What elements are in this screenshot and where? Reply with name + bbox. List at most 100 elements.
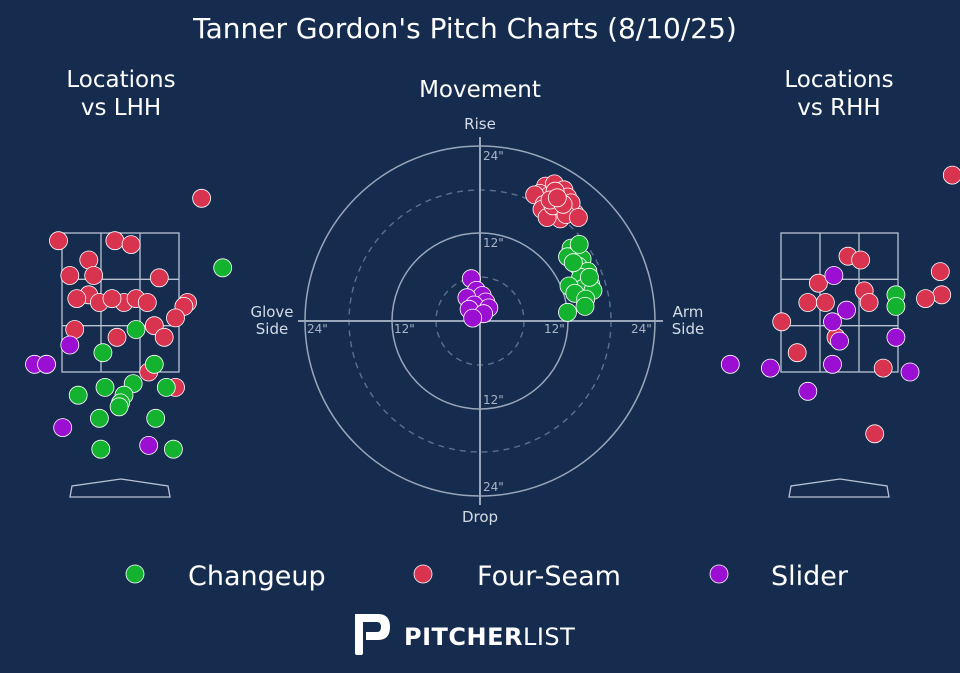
lhh-four-seam-point-18 [166, 308, 185, 328]
lhh-slider-point-3 [37, 354, 56, 374]
rhh-four-seam-point-11 [859, 293, 879, 312]
rhh-four-seam-point-7 [932, 285, 952, 305]
rhh-title-line-1: Locations [784, 67, 893, 93]
rhh-slider-point-8 [823, 354, 842, 374]
rhh-slider-point-3 [823, 312, 842, 332]
rhh-four-seam-point-15 [873, 358, 893, 378]
lhh-four-seam-point-10 [67, 289, 87, 309]
movement-pitch-points [457, 174, 603, 328]
ring-label-top-inner: 12" [483, 236, 504, 250]
rhh-slider-point-6 [720, 354, 740, 374]
lhh-changeup-point-7 [95, 377, 115, 397]
lhh-changeup-point-3 [93, 343, 113, 363]
movement-changeup-point-15 [575, 296, 595, 316]
drop-label: Drop [462, 508, 498, 526]
ring-label-right-outer: 24" [631, 322, 652, 336]
rhh-slider-point-5 [830, 331, 849, 351]
rhh-four-seam-point-4 [930, 262, 950, 282]
rhh-four-seam-point-16 [865, 424, 885, 444]
legend-label-changeup: Changeup [188, 561, 326, 592]
lhh-four-seam-point-22 [107, 327, 127, 347]
lhh-changeup-point-6 [156, 377, 176, 397]
movement-panel: Movement Rise Drop Glove Side Arm Side 2… [250, 77, 704, 526]
movement-title: Movement [419, 77, 541, 103]
legend: Changeup Four-Seam Slider [125, 561, 849, 592]
lhh-four-seam-point-7 [84, 266, 104, 285]
legend-label-four-seam: Four-Seam [477, 561, 621, 592]
lhh-changeup-point-1 [213, 258, 233, 278]
glove-side-label-2: Side [256, 320, 288, 338]
lhh-changeup-point-13 [146, 408, 166, 428]
lhh-four-seam-point-2 [49, 231, 68, 251]
rhh-slider-point-1 [824, 266, 844, 285]
rhh-changeup-point-2 [886, 296, 906, 316]
rise-label: Rise [464, 115, 496, 133]
lhh-four-seam-point-1 [192, 188, 212, 208]
rhh-slider-point-7 [761, 358, 780, 378]
brand-light: LIST [523, 623, 575, 651]
legend-label-slider: Slider [771, 561, 849, 592]
lhh-changeup-point-14 [91, 439, 111, 459]
legend-marker-changeup [125, 564, 145, 584]
movement-changeup-point-14 [569, 234, 589, 254]
lhh-home-plate [69, 478, 171, 498]
lhh-changeup-point-8 [68, 385, 88, 405]
rhh-four-seam-point-1 [942, 165, 960, 185]
rhh-home-plate [788, 478, 890, 498]
rhh-four-seam-point-3 [851, 250, 870, 270]
rhh-slider-point-10 [798, 381, 818, 401]
lhh-four-seam-point-6 [60, 266, 80, 285]
ring-label-right-inner: 12" [544, 322, 565, 336]
movement-slider-point-10 [463, 308, 483, 328]
lhh-title-line-2: vs LHH [81, 95, 161, 121]
movement-changeup-point-17 [580, 267, 599, 287]
arm-side-label-2: Side [672, 320, 704, 338]
rhh-panel: Locations vs RHH [720, 67, 960, 498]
ring-label-left-inner: 12" [394, 322, 415, 336]
lhh-four-seam-point-15 [137, 293, 157, 312]
brand-wordmark: PITCHERLIST [404, 623, 575, 651]
lhh-slider-point-5 [139, 435, 159, 455]
ring-label-bottom-inner: 12" [483, 393, 504, 407]
figure-title: Tanner Gordon's Pitch Charts (8/10/25) [192, 12, 737, 45]
movement-four-seam-point-25 [547, 188, 567, 208]
rhh-four-seam-point-12 [772, 312, 792, 332]
lhh-panel: Locations vs LHH [25, 67, 233, 498]
movement-changeup-point-18 [558, 302, 577, 322]
lhh-four-seam-point-8 [149, 268, 169, 288]
rhh-four-seam-point-8 [916, 289, 935, 309]
lhh-changeup-point-15 [163, 439, 183, 459]
ring-label-bottom-outer: 24" [483, 480, 504, 494]
lhh-slider-point-4 [53, 418, 73, 438]
ring-label-top-outer: 24" [483, 149, 504, 163]
lhh-changeup-point-2 [126, 320, 146, 339]
lhh-title-line-1: Locations [66, 67, 175, 93]
rhh-slider-point-2 [837, 300, 856, 320]
glove-side-label-1: Glove [250, 303, 293, 321]
rhh-slider-point-4 [886, 327, 906, 347]
rhh-title-line-2: vs RHH [797, 95, 880, 121]
movement-changeup-point-16 [563, 253, 583, 273]
lhh-four-seam-point-3 [105, 231, 125, 251]
lhh-changeup-point-12 [90, 408, 109, 428]
rhh-four-seam-point-10 [816, 293, 835, 312]
legend-marker-slider [709, 564, 729, 584]
lhh-changeup-point-4 [144, 354, 164, 374]
pitcherlist-p-logo-icon [355, 614, 390, 655]
rhh-pitch-points [720, 165, 960, 444]
rhh-four-seam-point-14 [787, 343, 807, 363]
lhh-changeup-point-11 [109, 397, 129, 417]
arm-side-label-1: Arm [673, 303, 704, 321]
lhh-slider-point-1 [60, 335, 80, 355]
ring-label-left-outer: 24" [307, 322, 328, 336]
rhh-slider-point-9 [900, 362, 920, 382]
lhh-four-seam-point-21 [154, 327, 174, 347]
lhh-pitch-points [25, 188, 233, 459]
brand-bold: PITCHER [404, 623, 523, 651]
legend-marker-four-seam [413, 564, 433, 584]
movement-four-seam-point-23 [569, 208, 588, 227]
lhh-four-seam-point-4 [121, 235, 141, 255]
lhh-four-seam-point-13 [102, 289, 122, 309]
rhh-four-seam-point-5 [809, 273, 828, 293]
